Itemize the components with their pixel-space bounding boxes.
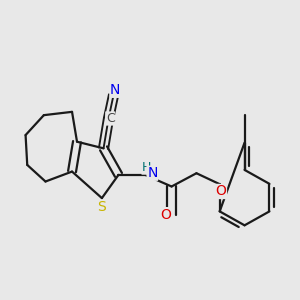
- Text: H: H: [142, 161, 152, 174]
- Text: S: S: [98, 200, 106, 214]
- Text: O: O: [160, 208, 171, 222]
- Text: C: C: [106, 112, 115, 125]
- Text: O: O: [216, 184, 226, 199]
- Text: N: N: [110, 83, 120, 97]
- Text: N: N: [147, 166, 158, 180]
